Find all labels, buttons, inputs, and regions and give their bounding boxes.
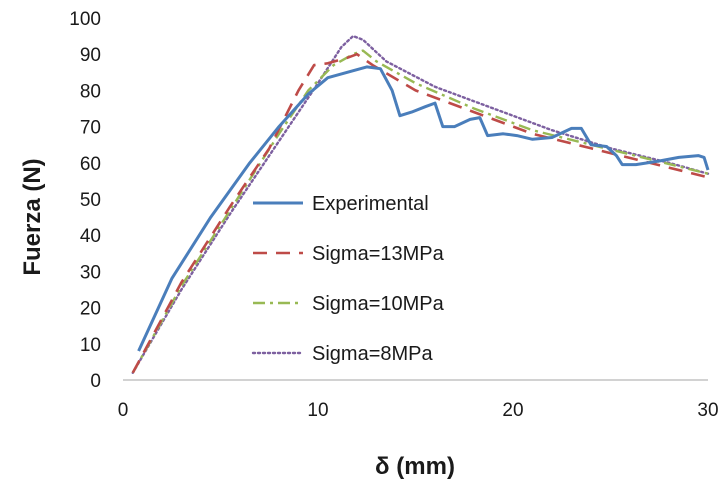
y-tick-label: 30 bbox=[80, 262, 101, 283]
y-tick-label: 10 bbox=[80, 335, 101, 356]
y-tick-label: 40 bbox=[80, 226, 101, 247]
legend-label: Sigma=8MPa bbox=[312, 343, 433, 365]
legend-label: Experimental bbox=[312, 193, 429, 215]
y-tick-label: 60 bbox=[80, 154, 101, 175]
y-tick-label: 90 bbox=[80, 45, 101, 66]
y-tick-label: 80 bbox=[80, 81, 101, 102]
y-tick-label: 20 bbox=[80, 299, 101, 320]
x-axis-title: δ (mm) bbox=[375, 453, 455, 480]
axes-layer: 0 10 20 30 40 50 60 70 80 90 100 0 10 20 30 bbox=[69, 9, 718, 421]
series-layer bbox=[131, 34, 710, 374]
y-tick-label: 70 bbox=[80, 118, 101, 139]
x-tick-label: 20 bbox=[502, 400, 523, 421]
y-axis-title: Fuerza (N) bbox=[19, 158, 46, 275]
x-tick-label: 0 bbox=[118, 400, 129, 421]
series-line-sigma-10mpa bbox=[131, 49, 709, 374]
legend: Experimental Sigma=13MPa Sigma=10MPa Sigma=… bbox=[251, 193, 445, 365]
series-line-experimental bbox=[137, 65, 710, 352]
series-line-sigma-13mpa bbox=[131, 52, 709, 374]
legend-label: Sigma=13MPa bbox=[312, 243, 445, 265]
y-tick-label: 0 bbox=[90, 371, 101, 392]
x-tick-label: 10 bbox=[307, 400, 328, 421]
legend-label: Sigma=10MPa bbox=[312, 293, 445, 315]
y-tick-label: 50 bbox=[80, 190, 101, 211]
x-tick-label: 30 bbox=[697, 400, 718, 421]
y-tick-label: 100 bbox=[69, 9, 101, 30]
